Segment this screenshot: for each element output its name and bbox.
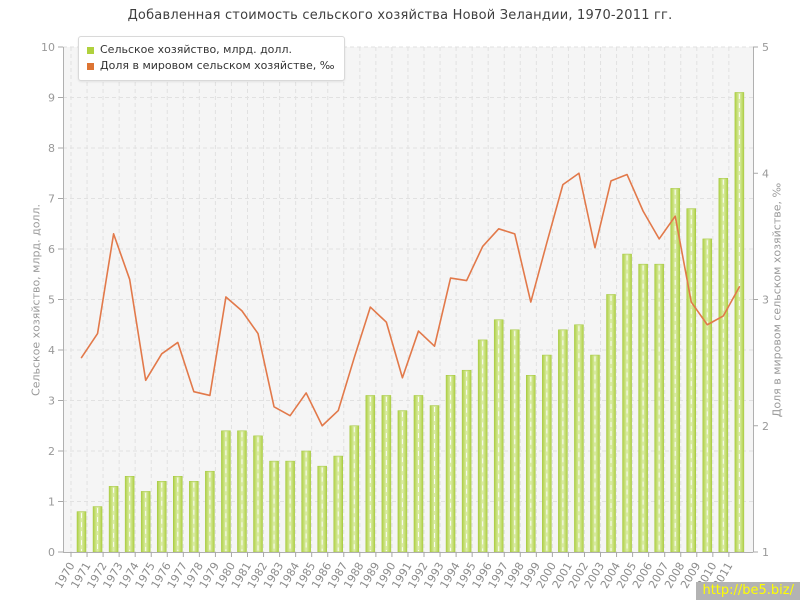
legend: Сельское хозяйство, млрд. долл. Доля в м… [78, 36, 346, 81]
left-tick-label: 0 [48, 546, 55, 559]
left-tick-label: 1 [48, 496, 55, 509]
legend-swatch-agriculture [87, 46, 94, 54]
world-share-line [80, 172, 741, 427]
left-tick-label: 3 [48, 395, 55, 408]
right-tick-label: 1 [762, 546, 769, 559]
right-tick-label: 5 [762, 41, 769, 54]
left-tick-label: 8 [48, 142, 55, 155]
left-tick-label: 10 [41, 41, 55, 54]
right-tick-label: 2 [762, 420, 769, 433]
left-tick-label: 7 [48, 193, 55, 206]
watermark-link[interactable]: http://be5.biz/ [696, 582, 800, 600]
chart-title: Добавленная стоимость сельского хозяйств… [127, 8, 673, 23]
left-tick-label: 9 [48, 92, 55, 105]
right-tick-label: 4 [762, 167, 769, 180]
left-tick-label: 2 [48, 445, 55, 458]
legend-swatch-world-share [87, 62, 94, 70]
left-tick-label: 4 [48, 344, 55, 357]
left-tick-label: 6 [48, 243, 55, 256]
left-axis-title: Сельское хозяйство, млрд. долл. [29, 204, 43, 396]
legend-label-world-share: Доля в мировом сельском хозяйстве, ‰ [100, 59, 335, 72]
left-tick-label: 5 [48, 294, 55, 307]
legend-item-world-share[interactable]: Доля в мировом сельском хозяйстве, ‰ [87, 58, 334, 74]
legend-label-agriculture: Сельское хозяйство, млрд. долл. [100, 43, 292, 56]
legend-item-agriculture[interactable]: Сельское хозяйство, млрд. долл. [87, 42, 334, 58]
right-axis-title: Доля в мировом сельском хозяйстве, ‰ [770, 182, 784, 418]
bar-1987 [349, 425, 360, 553]
bar-1996 [493, 319, 504, 553]
right-tick-label: 3 [762, 294, 769, 307]
